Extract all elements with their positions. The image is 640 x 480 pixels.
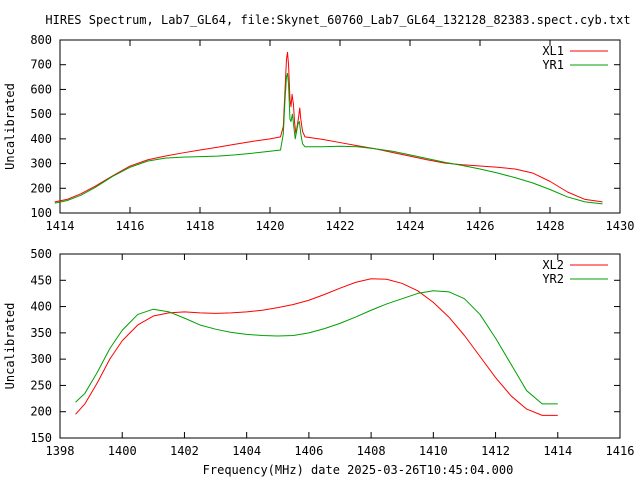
- x-tick-label: 1416: [606, 444, 635, 458]
- x-tick-label: 1414: [46, 219, 75, 233]
- x-tick-label: 1428: [536, 219, 565, 233]
- y-tick-label: 300: [30, 157, 52, 171]
- series-line-yr1: [54, 72, 603, 205]
- y-tick-label: 250: [30, 378, 52, 392]
- y-tick-label: 200: [30, 405, 52, 419]
- x-tick-label: 1422: [326, 219, 355, 233]
- x-tick-label: 1416: [116, 219, 145, 233]
- y-axis-label: Uncalibrated: [3, 83, 17, 170]
- y-tick-label: 600: [30, 82, 52, 96]
- series-line-xl1: [54, 51, 603, 203]
- x-tick-label: 1402: [170, 444, 199, 458]
- chart-panel-1: 1414 1416 1418 1420 1422 1424 1426 1428 1430 100 2…: [3, 13, 634, 233]
- x-tick-label: 1410: [419, 444, 448, 458]
- legend-label-xl2: XL2: [542, 258, 564, 272]
- y-tick-label: 500: [30, 247, 52, 261]
- legend-label-xl1: XL1: [542, 44, 564, 58]
- y-tick-label: 450: [30, 273, 52, 287]
- y-tick-label: 400: [30, 300, 52, 314]
- x-tick-label: 1426: [466, 219, 495, 233]
- plot-frame: [59, 253, 621, 439]
- x-tick-label: 1414: [543, 444, 572, 458]
- legend-label-yr1: YR1: [542, 58, 564, 72]
- x-tick-label: 1430: [606, 219, 635, 233]
- x-tick-label: 1412: [481, 444, 510, 458]
- x-axis-label: Frequency(MHz) date 2025-03-26T10:45:04.…: [203, 463, 514, 477]
- y-tick-label: 400: [30, 132, 52, 146]
- plot-frame: [59, 39, 621, 214]
- chart-panel-2: 1398 1400 1402 1404 1406 1408 1410 1412 1414 1416…: [3, 247, 634, 477]
- y-tick-label: 800: [30, 33, 52, 47]
- y-tick-label: 500: [30, 107, 52, 121]
- chart-title: HIRES Spectrum, Lab7_GL64, file:Skynet_6…: [45, 13, 630, 27]
- x-tick-label: 1406: [294, 444, 323, 458]
- series-line-xl2: [75, 278, 558, 416]
- x-tick-label: 1424: [396, 219, 425, 233]
- y-tick-label: 100: [30, 206, 52, 220]
- x-tick-label: 1408: [357, 444, 386, 458]
- x-tick-label: 1404: [232, 444, 261, 458]
- x-tick-label: 1418: [186, 219, 215, 233]
- y-tick-label: 150: [30, 431, 52, 445]
- x-tick-label: 1400: [108, 444, 137, 458]
- series-line-yr2: [75, 290, 558, 405]
- y-axis-label: Uncalibrated: [3, 303, 17, 390]
- y-tick-label: 200: [30, 181, 52, 195]
- legend-label-yr2: YR2: [542, 272, 564, 286]
- y-tick-label: 350: [30, 326, 52, 340]
- x-tick-label: 1398: [46, 444, 75, 458]
- y-tick-label: 700: [30, 58, 52, 72]
- x-tick-label: 1420: [256, 219, 285, 233]
- y-tick-label: 300: [30, 352, 52, 366]
